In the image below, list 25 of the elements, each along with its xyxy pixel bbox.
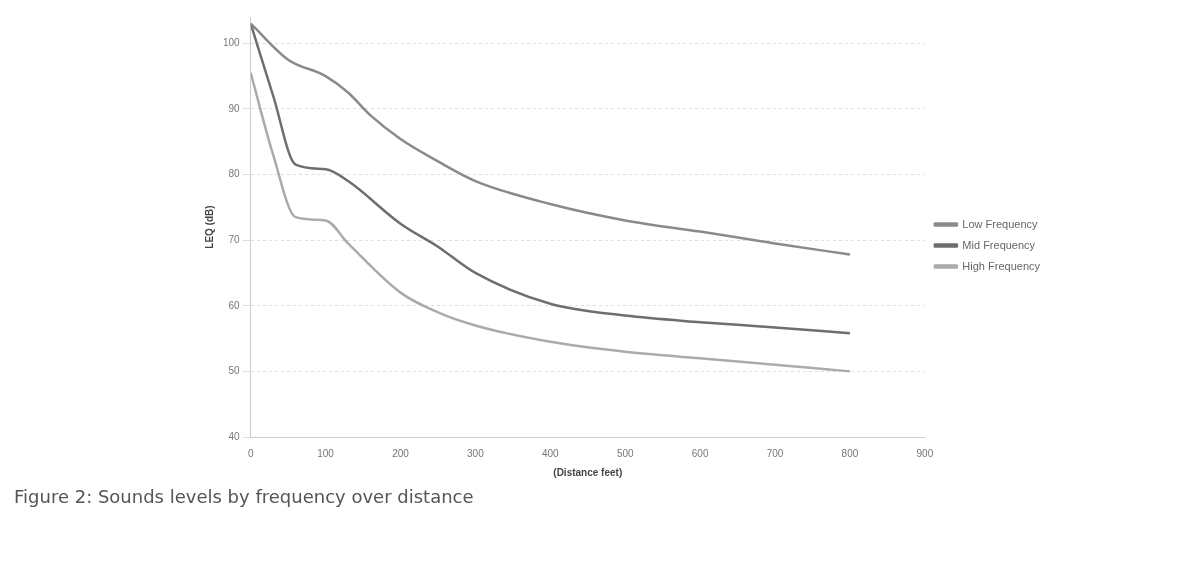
x-tick-label: 600 [691,447,709,459]
legend-label: Mid Frequency [962,238,1036,251]
x-tick-label: 800 [841,447,859,459]
y-tick-label: 90 [228,102,241,114]
x-tick-label: 300 [467,447,485,459]
y-tick-label: 80 [228,168,241,180]
y-tick-label: 60 [228,299,241,311]
line-series [250,22,852,256]
x-tick-label: 700 [766,447,784,459]
x-tick-label: 100 [317,447,335,459]
y-tick-label: 70 [228,233,241,245]
x-axis-title: (Distance feet) [553,466,623,478]
x-tick-label: 900 [916,447,934,459]
y-tick-label: 100 [223,37,241,48]
y-tick-label: 50 [228,365,241,377]
y-axis-title: LEQ (dB) [203,205,215,249]
caption: Figure 2: Sounds levels by frequency over distance [14,486,474,507]
y-tick-label: 40 [228,430,241,442]
legend-label: High Frequency [962,259,1041,272]
legend-label: Low Frequency [962,217,1039,230]
x-tick-label: 500 [616,447,634,459]
x-tick-label: 200 [392,447,410,459]
x-tick-label: 400 [541,447,560,459]
line-series [250,71,852,373]
x-tick-label: 0 [247,447,254,459]
